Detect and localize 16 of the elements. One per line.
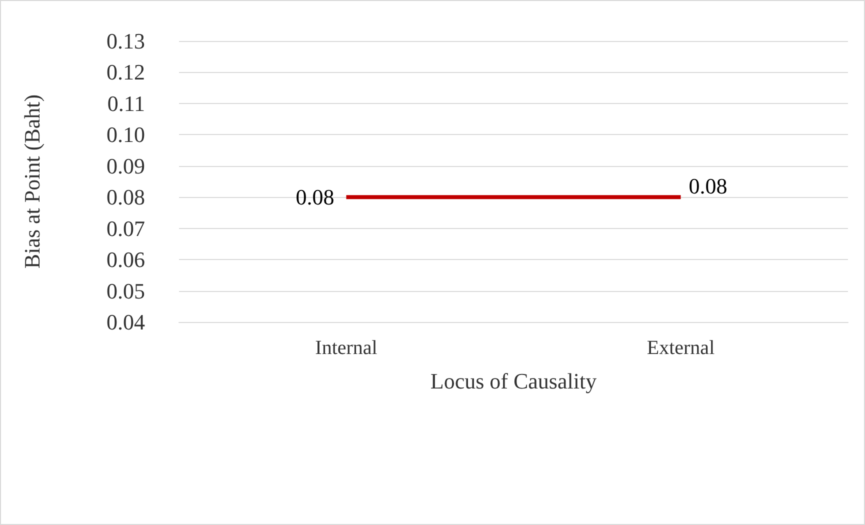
y-tick-label: 0.12 xyxy=(106,60,145,85)
data-label: 0.08 xyxy=(296,184,334,210)
y-tick-label: 0.05 xyxy=(106,278,145,304)
y-tick-label: 0.08 xyxy=(106,184,145,210)
y-tick-label: 0.11 xyxy=(107,90,145,116)
y-axis-title: Bias at Point (Baht) xyxy=(20,94,44,269)
y-tick-label: 0.04 xyxy=(106,310,145,334)
y-tick-label: 0.06 xyxy=(106,247,145,272)
y-tick-label: 0.09 xyxy=(106,153,145,178)
x-tick-label: Internal xyxy=(315,337,378,359)
x-axis-title: Locus of Causality xyxy=(430,368,597,394)
y-tick-label: 0.10 xyxy=(106,122,145,148)
y-tick-label: 0.13 xyxy=(106,28,145,54)
y-tick-label: 0.07 xyxy=(106,216,145,241)
data-label: 0.08 xyxy=(688,174,728,199)
x-tick-label: External xyxy=(646,337,716,359)
